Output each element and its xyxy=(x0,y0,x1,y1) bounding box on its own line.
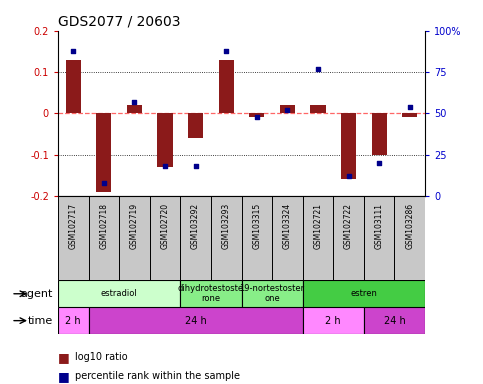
Point xyxy=(314,66,322,72)
Text: agent: agent xyxy=(21,289,53,299)
Bar xyxy=(157,113,173,167)
Bar xyxy=(119,196,150,280)
Text: GSM102719: GSM102719 xyxy=(130,203,139,249)
Bar xyxy=(402,113,417,118)
Text: GSM102721: GSM102721 xyxy=(313,203,323,248)
Point xyxy=(161,163,169,169)
Text: GSM103293: GSM103293 xyxy=(222,203,231,249)
Text: 24 h: 24 h xyxy=(185,316,207,326)
Text: GSM102722: GSM102722 xyxy=(344,203,353,248)
Point xyxy=(222,48,230,54)
Bar xyxy=(96,113,112,192)
Point xyxy=(345,173,353,179)
Text: dihydrotestoste
rone: dihydrotestoste rone xyxy=(178,284,244,303)
Bar xyxy=(364,307,425,334)
Bar xyxy=(58,280,180,307)
Point xyxy=(375,160,383,166)
Bar xyxy=(219,60,234,113)
Text: GSM102717: GSM102717 xyxy=(69,203,78,249)
Text: 19-nortestoster
one: 19-nortestoster one xyxy=(240,284,305,303)
Bar xyxy=(188,113,203,138)
Text: log10 ratio: log10 ratio xyxy=(75,352,128,362)
Bar xyxy=(66,60,81,113)
Text: GSM102718: GSM102718 xyxy=(99,203,108,248)
Bar xyxy=(58,196,88,280)
Bar xyxy=(303,280,425,307)
Bar xyxy=(303,196,333,280)
Bar xyxy=(371,113,387,154)
Text: estren: estren xyxy=(351,289,377,298)
Text: GSM103324: GSM103324 xyxy=(283,203,292,249)
Text: GSM103286: GSM103286 xyxy=(405,203,414,249)
Text: ■: ■ xyxy=(58,351,70,364)
Bar xyxy=(249,113,265,118)
Point xyxy=(284,107,291,113)
Bar xyxy=(211,196,242,280)
Bar xyxy=(127,105,142,113)
Bar xyxy=(242,280,303,307)
Text: GDS2077 / 20603: GDS2077 / 20603 xyxy=(58,14,181,28)
Text: ■: ■ xyxy=(58,370,70,383)
Text: GSM103315: GSM103315 xyxy=(252,203,261,249)
Point xyxy=(406,104,413,110)
Text: 2 h: 2 h xyxy=(326,316,341,326)
Bar xyxy=(88,196,119,280)
Point xyxy=(70,48,77,54)
Text: estradiol: estradiol xyxy=(101,289,138,298)
Point xyxy=(253,114,261,120)
Point xyxy=(130,99,138,105)
Text: GSM102720: GSM102720 xyxy=(160,203,170,249)
Point xyxy=(192,163,199,169)
Bar xyxy=(58,307,88,334)
Bar xyxy=(280,105,295,113)
Text: 2 h: 2 h xyxy=(65,316,81,326)
Bar xyxy=(272,196,303,280)
Bar xyxy=(341,113,356,179)
Bar xyxy=(395,196,425,280)
Bar xyxy=(180,280,242,307)
Bar xyxy=(364,196,395,280)
Bar xyxy=(150,196,180,280)
Text: time: time xyxy=(28,316,53,326)
Bar xyxy=(303,307,364,334)
Bar xyxy=(242,196,272,280)
Bar xyxy=(180,196,211,280)
Bar xyxy=(311,105,326,113)
Text: GSM103292: GSM103292 xyxy=(191,203,200,249)
Bar xyxy=(333,196,364,280)
Text: percentile rank within the sample: percentile rank within the sample xyxy=(75,371,240,381)
Point xyxy=(100,180,108,186)
Text: GSM103111: GSM103111 xyxy=(375,203,384,248)
Text: 24 h: 24 h xyxy=(384,316,405,326)
Bar xyxy=(88,307,303,334)
